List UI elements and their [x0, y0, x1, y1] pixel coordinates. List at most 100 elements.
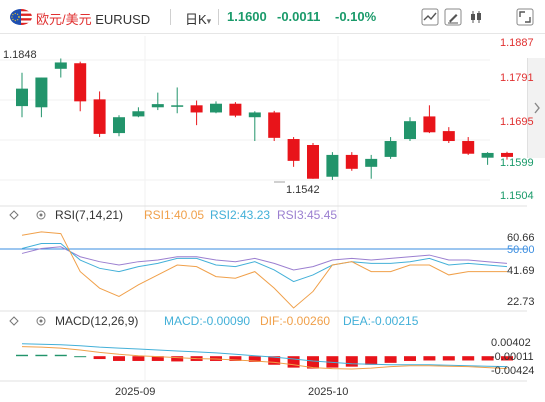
rsi3-line	[21, 246, 508, 271]
candle	[365, 154, 378, 179]
rsi3-value: RSI3:45.45	[277, 208, 337, 222]
header-divider	[170, 9, 171, 25]
candle-body	[462, 141, 475, 154]
candle-body	[35, 77, 48, 108]
dea-line	[21, 343, 508, 368]
macd-histogram-bar	[462, 356, 475, 361]
candle	[16, 72, 28, 118]
timeframe-caret-icon: ▾	[206, 16, 212, 26]
candle	[74, 61, 87, 112]
macd-histogram-bar	[442, 356, 455, 361]
candle	[151, 92, 164, 111]
macd-histogram-bar	[268, 356, 281, 365]
x-axis-label: 2025-10	[308, 386, 348, 398]
draw-pen-icon[interactable]	[444, 8, 462, 26]
candle	[132, 107, 145, 118]
rsi-y-label: 22.73	[507, 296, 535, 308]
candle-body	[365, 158, 378, 167]
visibility-toggle-icon[interactable]	[9, 210, 19, 220]
main-y-axis: 1.1887 1.1791 1.1695 1.1599 1.1504	[500, 37, 534, 202]
candle-body	[307, 144, 319, 179]
visibility-toggle-icon[interactable]	[9, 316, 19, 326]
candle-body	[501, 152, 513, 157]
dea-value: DEA:-0.00215	[343, 314, 419, 328]
rsi-y-label: 41.69	[507, 265, 535, 277]
macd-series	[16, 343, 513, 370]
candle	[268, 110, 281, 142]
main-y-label: 1.1695	[500, 116, 534, 128]
candle-body	[74, 63, 87, 102]
macd-y-axis: 0.00402 -0.00011 -0.00424	[491, 337, 534, 377]
candle	[54, 58, 67, 78]
candle	[307, 143, 319, 179]
pair-name: 欧元/美元	[36, 12, 92, 27]
macd-histogram-bar	[113, 356, 125, 361]
timeframe-selector[interactable]: 日K▾	[185, 9, 211, 28]
macd-histogram-bar	[384, 356, 397, 363]
main-y-label: 1.1791	[500, 72, 534, 84]
header-divider	[218, 9, 219, 25]
macd-y-label: 0.00402	[491, 337, 531, 349]
candle	[501, 151, 513, 160]
macd-histogram-bar	[287, 356, 300, 368]
settings-gear-icon[interactable]	[36, 316, 46, 326]
candle-body	[384, 141, 397, 157]
candle-body	[190, 105, 203, 113]
macd-histogram-bar	[248, 356, 261, 362]
macd-histogram-bar	[404, 356, 416, 361]
main-y-label: 1.1887	[500, 37, 534, 49]
macd-value: MACD:-0.00090	[164, 314, 250, 328]
macd-histogram-bar	[229, 356, 242, 361]
candle	[287, 137, 300, 167]
timeframe-label: 日K	[185, 12, 207, 27]
candle	[93, 91, 106, 138]
price-change-percent: -0.10%	[335, 9, 377, 24]
macd-histogram-bar	[307, 356, 319, 369]
settings-gear-icon[interactable]	[36, 210, 46, 220]
main-y-label: 1.1599	[500, 157, 534, 169]
expand-icon[interactable]	[516, 8, 534, 26]
dif-value: DIF:-0.00260	[260, 314, 330, 328]
chart-header: 欧元/美元 EURUSD 日K▾ 1.1600 -0.0011 -0.10%	[0, 0, 545, 34]
low-marker-label: 1.1542	[286, 184, 320, 196]
candle-body	[268, 112, 281, 138]
candle-body	[248, 112, 261, 118]
candle	[326, 152, 339, 180]
macd-histogram-bar	[501, 356, 513, 361]
candle-body	[345, 154, 358, 169]
symbol-title[interactable]: 欧元/美元 EURUSD	[36, 9, 150, 28]
eu-us-flag-icon	[10, 9, 32, 25]
candle-body	[16, 88, 28, 107]
rsi2-line	[21, 243, 508, 283]
candle-body	[210, 103, 222, 113]
candle	[423, 105, 436, 134]
macd-legend: MACD(12,26,9) MACD:-0.00090 DIF:-0.00260…	[9, 314, 419, 328]
candle	[481, 152, 494, 165]
macd-histogram-bar	[35, 354, 48, 357]
macd-histogram-bar	[365, 356, 378, 365]
candle-body	[442, 131, 455, 142]
macd-histogram-bar	[93, 356, 106, 360]
line-chart-icon[interactable]	[421, 8, 439, 26]
rsi-y-label: 60.66	[507, 232, 535, 244]
macd-histogram-bar	[481, 356, 494, 361]
macd-y-label: -0.00011	[491, 351, 534, 363]
side-panel-tab[interactable]	[527, 58, 545, 158]
macd-histogram-bar	[423, 356, 436, 361]
macd-histogram-bar	[74, 356, 87, 358]
candle	[248, 111, 261, 142]
rsi2-value: RSI2:43.23	[210, 208, 270, 222]
main-y-label: 1.1504	[500, 190, 534, 202]
candle-body	[404, 121, 416, 140]
candle	[229, 102, 242, 118]
last-price: 1.1600	[227, 9, 267, 24]
candle-settings-icon[interactable]	[467, 8, 485, 26]
macd-histogram-bar	[132, 356, 145, 361]
rsi-title: RSI(7,14,21)	[55, 208, 123, 222]
candle	[404, 117, 416, 142]
macd-histogram-bar	[171, 356, 184, 362]
candle-body	[326, 154, 339, 177]
macd-y-label: -0.00424	[491, 365, 534, 377]
rsi-y-axis: 60.66 50.00 41.69 22.73	[507, 232, 535, 308]
